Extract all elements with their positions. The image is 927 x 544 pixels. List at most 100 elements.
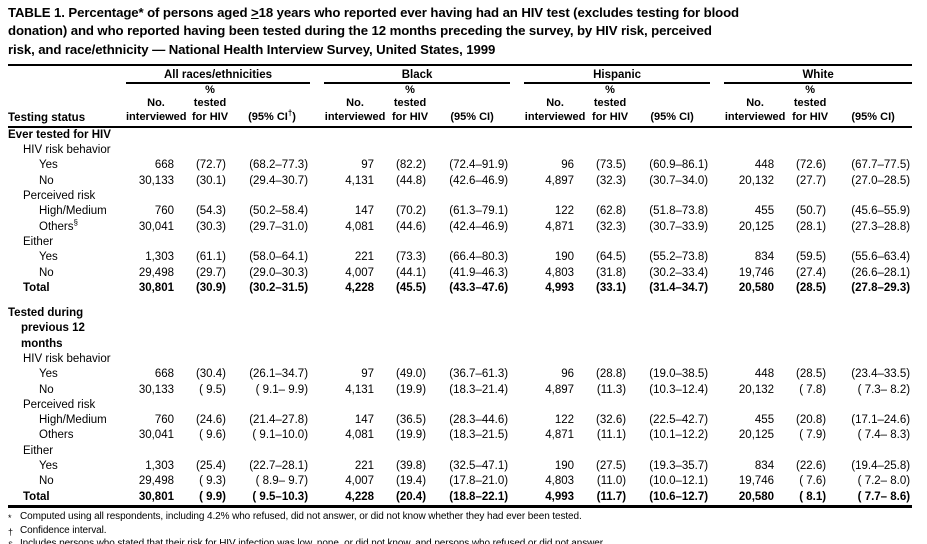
cell-num: 190: [554, 251, 575, 264]
title-line-1: TABLE 1. Percentage* of persons aged >18…: [8, 4, 919, 22]
cell-ci: [434, 398, 510, 413]
spacer-cell: [510, 127, 524, 143]
cell-ci: (32.5–47.1): [449, 460, 509, 473]
cell-pct: (44.8): [395, 174, 427, 187]
cell-num: 20,132: [738, 174, 775, 187]
spacer-cell: [310, 296, 324, 352]
cell-ci: ( 9.5–10.3): [252, 490, 309, 503]
cell-num: 30,133: [138, 174, 174, 187]
cell-ci: ( 9.1– 9.9): [255, 383, 309, 396]
footnote-dagger: † Confidence interval.: [8, 524, 107, 537]
cell-pct: (32.6): [596, 414, 627, 427]
col-header-ci: (95% CI†): [234, 84, 311, 128]
cell-num: [524, 352, 586, 367]
cell-num: [324, 235, 386, 250]
col-header-num-interviewed: No. interviewed: [524, 84, 587, 128]
cell-ci: [434, 352, 510, 367]
cell-pct: (72.6): [796, 159, 827, 172]
row-label: High/Medium: [39, 414, 107, 427]
group-label: White: [724, 69, 913, 85]
cell-num: 4,803: [545, 475, 575, 488]
row-label: No: [39, 475, 54, 488]
spacer-cell: [310, 174, 324, 189]
table-title: TABLE 1. Percentage* of persons aged >18…: [8, 4, 919, 59]
spacer-cell: [710, 367, 724, 382]
cell-num: 19,746: [738, 475, 775, 488]
cell-pct: (11.0): [596, 475, 627, 488]
cell-ci: (55.2–73.8): [649, 251, 709, 264]
spacer-cell: [510, 174, 524, 189]
spacer-cell: [510, 84, 525, 128]
cell-pct: [386, 352, 434, 367]
cell-num: [524, 189, 586, 204]
cell-ci: (61.3–79.1): [449, 205, 509, 218]
cell-num: [324, 143, 386, 158]
cell-num: 4,228: [345, 490, 375, 503]
cell-num: 455: [754, 205, 775, 218]
group-header-black: Black: [324, 65, 511, 85]
cell-ci: (18.8–22.1): [449, 490, 509, 503]
cell-num: 97: [361, 159, 375, 172]
cell-pct: [186, 352, 234, 367]
spacer-cell: [510, 444, 524, 459]
cell-num: [126, 444, 186, 459]
cell-ci: (26.1–34.7): [249, 368, 309, 381]
cell-pct: (62.8): [596, 205, 627, 218]
col-header-pct-tested: % tested for HIV: [386, 84, 435, 128]
table-row: Ever tested for HIV: [8, 127, 912, 143]
cell-pct: [586, 143, 634, 158]
title-text: TABLE 1. Percentage* of persons aged: [8, 5, 252, 20]
spacer-cell: [310, 383, 324, 398]
hiv-testing-table: All races/ethnicities Black Hispanic Whi…: [8, 64, 913, 508]
cell-pct: [386, 296, 434, 352]
spacer-cell: [710, 235, 724, 250]
cell-pct: (59.5): [796, 251, 827, 264]
spacer-cell: [310, 204, 324, 219]
spacer-cell: [510, 266, 524, 281]
spacer-cell: [310, 250, 324, 265]
cell-ci: (18.3–21.5): [449, 429, 509, 442]
cell-ci: (10.6–12.7): [649, 490, 709, 503]
cell-ci: (10.1–12.2): [649, 429, 709, 442]
cell-num: [324, 352, 386, 367]
cell-num: 4,897: [545, 383, 575, 396]
cell-pct: [186, 398, 234, 413]
cell-pct: (32.3): [596, 174, 627, 187]
spacer-cell: [310, 352, 324, 367]
cell-pct: (30.3): [195, 220, 226, 233]
cell-pct: (19.9): [395, 383, 427, 396]
cell-ci: (42.6–46.9): [449, 174, 509, 187]
table-row: Total 30,801 (30.9) (30.2–31.5) 4,228 (45.5) (…: [8, 281, 912, 296]
cell-ci: ( 7.4– 8.3): [857, 429, 911, 442]
spacer-cell: [510, 367, 524, 382]
cell-num: [324, 398, 386, 413]
cell-ci: ( 9.1–10.0): [252, 429, 309, 442]
cell-num: 4,803: [545, 266, 575, 279]
row-label: No: [39, 174, 54, 187]
cell-pct: (50.7): [796, 205, 827, 218]
cell-pct: ( 7.6): [799, 475, 827, 488]
cell-num: 122: [554, 414, 575, 427]
cell-pct: [386, 398, 434, 413]
cell-pct: [586, 352, 634, 367]
row-label: Either: [23, 235, 54, 248]
cell-ci: (68.2–77.3): [249, 159, 309, 172]
spacer-cell: [710, 127, 724, 143]
cell-num: 668: [154, 368, 174, 381]
cell-num: 29,498: [138, 475, 174, 488]
row-label: Perceived risk: [23, 398, 96, 411]
cell-pct: (28.1): [796, 220, 827, 233]
cell-ci: [434, 127, 510, 143]
cell-pct: [786, 398, 834, 413]
cell-ci: [634, 235, 710, 250]
spacer-cell: [710, 296, 724, 352]
cell-ci: (19.0–38.5): [649, 368, 709, 381]
cell-ci: [634, 352, 710, 367]
col-header-num-interviewed: No. interviewed: [126, 84, 187, 128]
cell-pct: (73.5): [596, 159, 627, 172]
spacer-cell: [310, 413, 324, 428]
spacer-cell: [710, 474, 724, 489]
cell-pct: (30.1): [195, 174, 226, 187]
cell-ci: (67.7–77.5): [851, 159, 911, 172]
table-body: Ever tested for HIV HIV risk behavior Yes 6…: [8, 127, 912, 507]
